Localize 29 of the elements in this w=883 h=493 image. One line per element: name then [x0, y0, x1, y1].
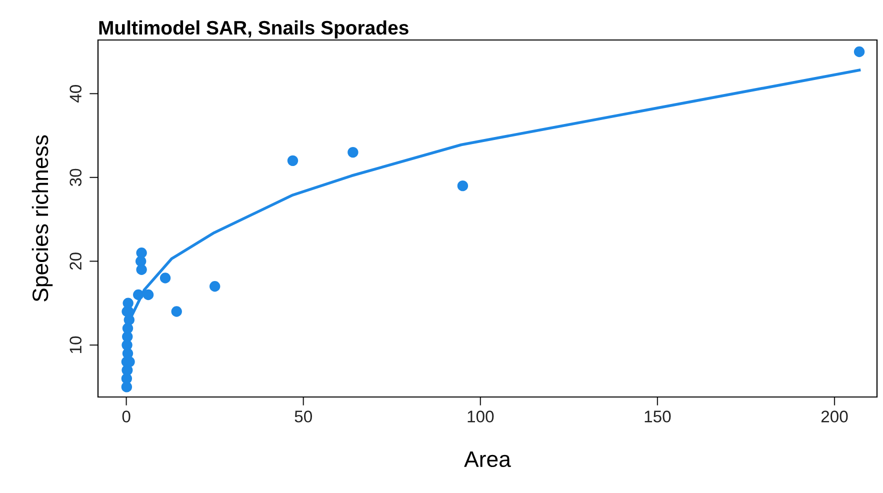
point	[160, 272, 171, 284]
x-tick-label: 50	[294, 410, 312, 422]
x-tick-label: 0	[122, 410, 130, 422]
x-axis-title: Area	[464, 452, 511, 468]
point	[135, 256, 146, 267]
y-tick-label: 30	[70, 168, 82, 186]
point	[348, 146, 358, 158]
x-tick-label: 200	[821, 410, 848, 422]
point	[122, 331, 133, 342]
point	[122, 348, 134, 359]
point	[133, 289, 144, 300]
point	[854, 46, 865, 58]
point	[122, 298, 134, 308]
x-tick-label: 100	[468, 410, 494, 422]
point	[171, 306, 182, 317]
y-tick-label: 40	[70, 85, 82, 103]
y-axis-title: Species richness	[32, 135, 53, 302]
point	[122, 340, 132, 350]
point	[287, 155, 298, 166]
y-tick-label: 20	[70, 252, 82, 270]
x-tick-label: 150	[644, 410, 671, 422]
point	[122, 322, 134, 334]
point	[136, 264, 147, 275]
y-tick-label: 10	[70, 336, 82, 354]
point	[457, 180, 468, 192]
point	[142, 289, 154, 300]
chart-title: Multimodel SAR, Snails Sporades	[99, 20, 408, 38]
point	[209, 281, 220, 292]
point	[136, 248, 147, 258]
